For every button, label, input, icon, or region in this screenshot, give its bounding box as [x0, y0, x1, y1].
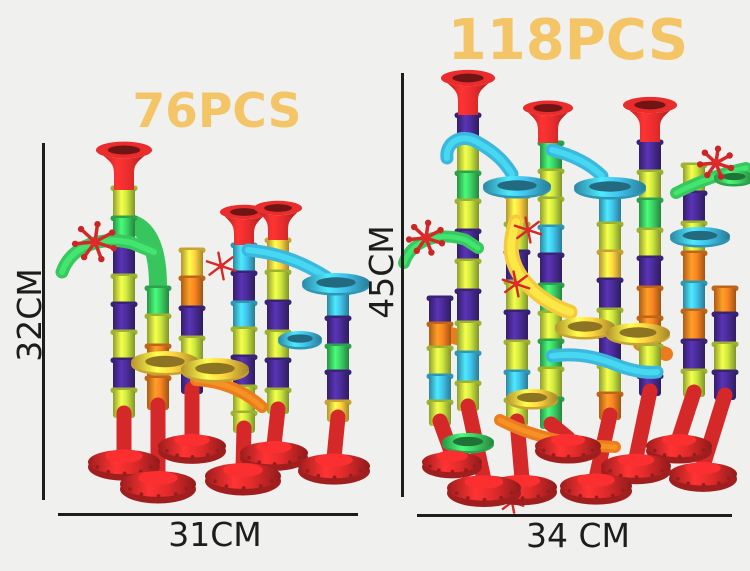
- right-width-label: 34 CM: [526, 516, 630, 555]
- right-piece-count-label: 118PCS: [447, 8, 689, 73]
- left-marble-run-illustration: [55, 141, 370, 504]
- right-height-dimension-line: [401, 73, 404, 497]
- right-height-label: 45CM: [362, 225, 401, 319]
- left-piece-count-label: 76PCS: [132, 84, 302, 139]
- right-width-dimension-line: [417, 514, 732, 517]
- left-height-label: 32CM: [10, 268, 49, 362]
- right-marble-run-illustration: [398, 69, 750, 514]
- left-height-dimension-line: [42, 143, 45, 500]
- left-width-dimension-line: [58, 513, 358, 516]
- left-width-label: 31CM: [168, 515, 262, 554]
